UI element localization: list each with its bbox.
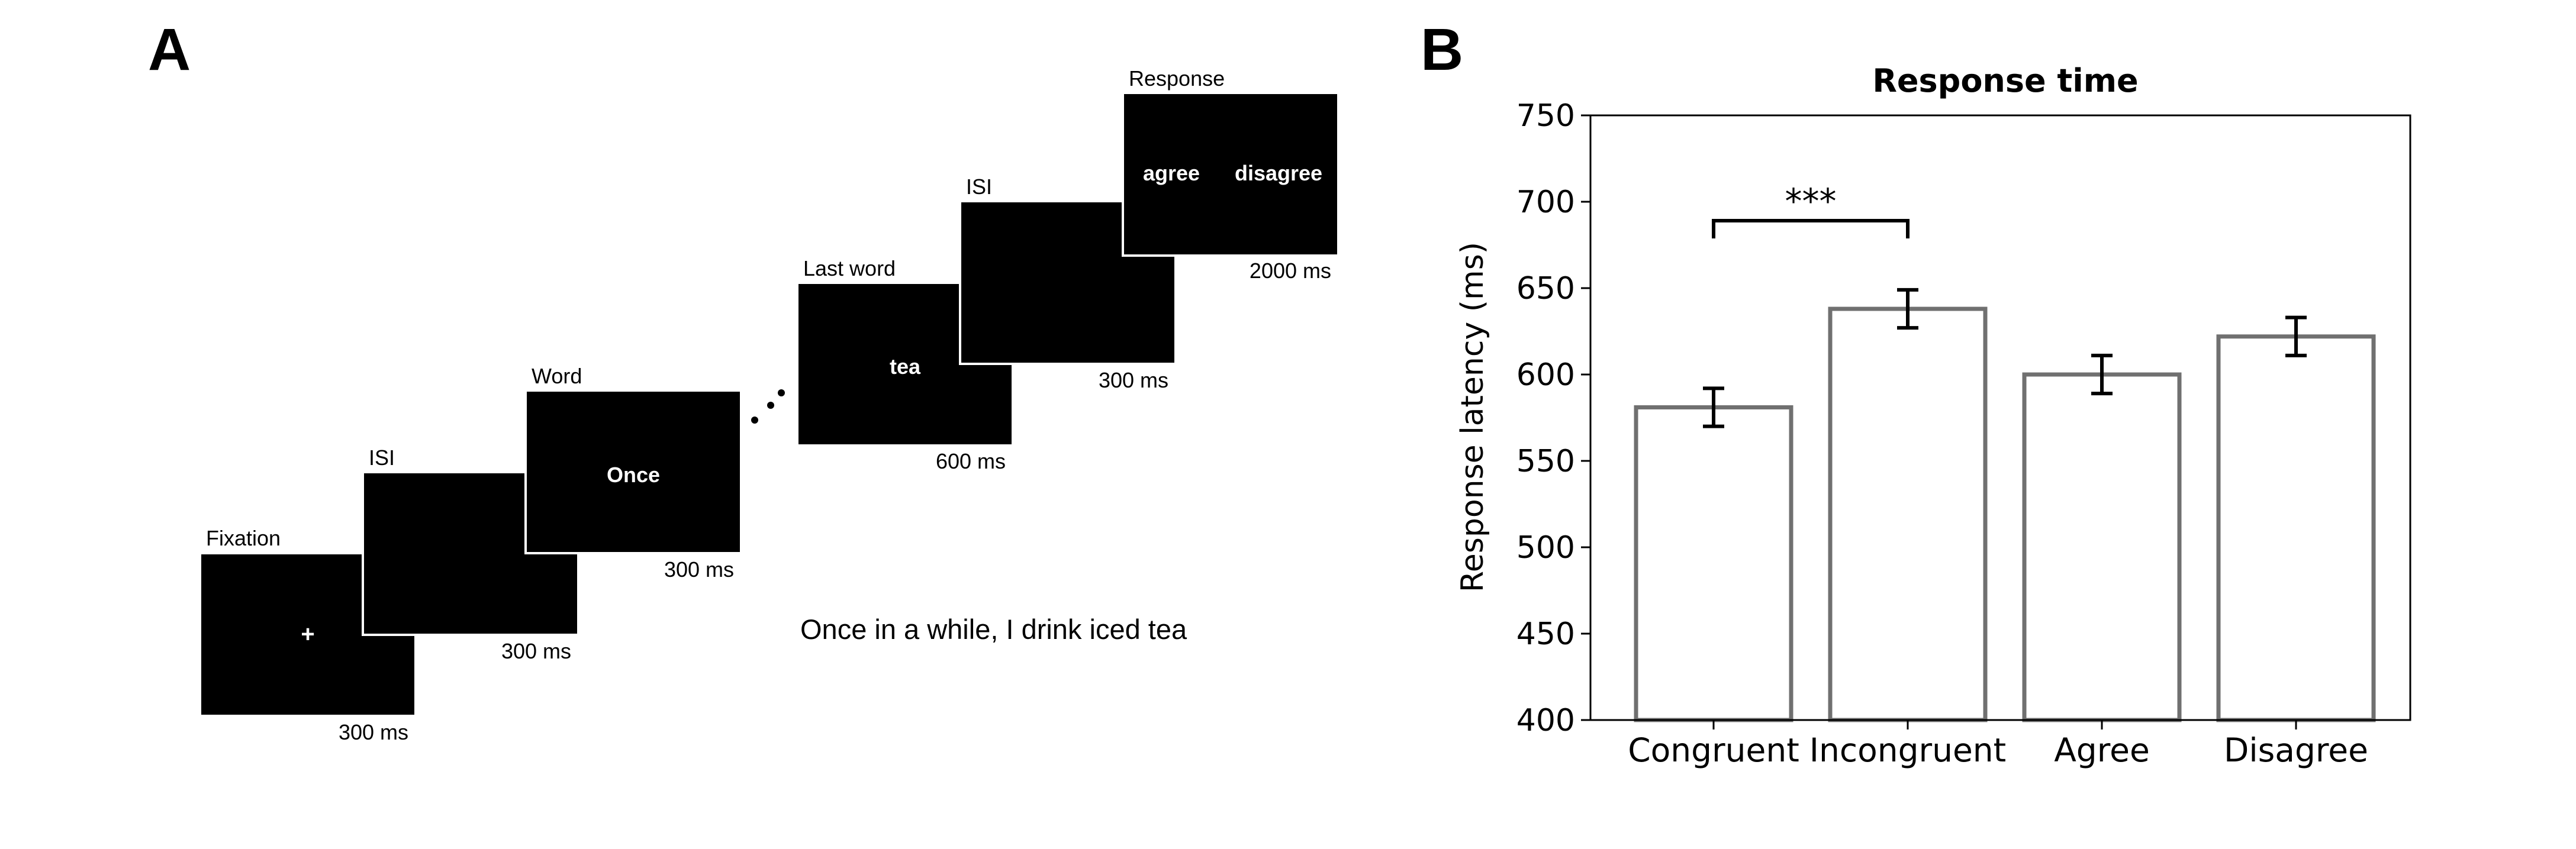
- x-tick-label: Disagree: [2224, 731, 2368, 769]
- panel-a-label: A: [148, 17, 191, 83]
- y-tick-label: 600: [1516, 357, 1575, 393]
- plot-frame: [1589, 114, 2411, 721]
- bar: [1634, 405, 1793, 722]
- last-word-title: Last word: [803, 256, 896, 280]
- word-panel: [524, 389, 742, 554]
- y-tick-label: 400: [1516, 703, 1575, 738]
- fixation-duration: 300 ms: [339, 720, 408, 744]
- example-sentence: Once in a while, I drink iced tea: [800, 614, 1187, 645]
- fixation-cross: +: [301, 621, 314, 647]
- response-screen: Response agree disagree 2000 ms: [1122, 66, 1339, 283]
- last-word-content: tea: [890, 354, 921, 379]
- significance-label: ***: [1785, 181, 1837, 221]
- panel-b-label: B: [1421, 17, 1463, 83]
- x-tick-label: Congruent: [1628, 731, 1799, 769]
- y-tick-label: 550: [1516, 444, 1575, 479]
- y-tick-label: 650: [1516, 271, 1575, 306]
- word-duration: 300 ms: [664, 557, 734, 582]
- y-tick-label: 750: [1516, 98, 1575, 134]
- response-option-disagree: disagree: [1235, 161, 1322, 185]
- fixation-title: Fixation: [206, 526, 281, 550]
- x-tick-label: Incongruent: [1809, 731, 2006, 769]
- ellipsis-dots: [751, 389, 785, 424]
- y-tick-label: 450: [1516, 616, 1575, 652]
- chart-title: Response time: [1872, 62, 2138, 99]
- y-tick-label: 700: [1516, 185, 1575, 220]
- panel-b: B Response time Response latency (ms) 40…: [1421, 17, 2411, 769]
- chart-marks: 400 450 500 550 600 650 700 750 Congruent Incongr…: [1516, 98, 2376, 769]
- response-panel: [1122, 92, 1339, 257]
- y-tick-label: 500: [1516, 530, 1575, 566]
- x-tick-label: Agree: [2054, 731, 2150, 769]
- bar: [1828, 306, 1988, 722]
- y-axis-label: Response latency (ms): [1455, 242, 1490, 592]
- panel-a: A Fixation + 300 ms ISI 300 ms Word Once…: [148, 17, 1339, 744]
- isi-duration-2: 300 ms: [1099, 368, 1168, 392]
- response-option-agree: agree: [1143, 161, 1200, 185]
- isi-title-1: ISI: [369, 446, 395, 470]
- response-duration: 2000 ms: [1250, 259, 1331, 283]
- word-title: Word: [532, 364, 582, 388]
- word-content: Once: [607, 463, 660, 487]
- bar: [2022, 372, 2182, 722]
- isi-title-2: ISI: [966, 175, 992, 199]
- last-word-duration: 600 ms: [936, 449, 1006, 473]
- word-screen: Word Once 300 ms: [524, 364, 742, 582]
- response-title: Response: [1129, 66, 1225, 91]
- bar: [2216, 334, 2376, 722]
- isi-duration-1: 300 ms: [501, 639, 571, 663]
- significance-bracket: [1712, 219, 1910, 238]
